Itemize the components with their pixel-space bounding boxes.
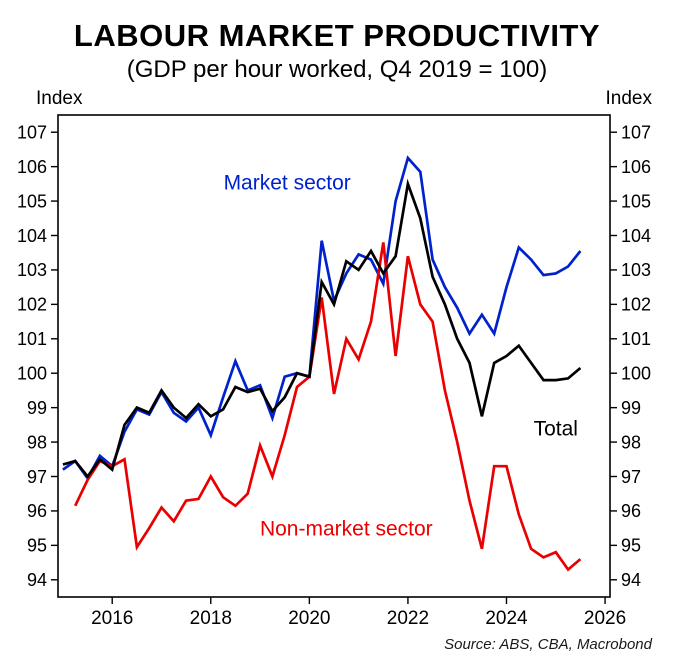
y-tick-label-left: 94 (27, 570, 47, 590)
y-tick-label-left: 96 (27, 501, 47, 521)
x-tick-label: 2026 (584, 608, 626, 629)
x-tick-label: 2024 (485, 608, 528, 629)
x-tick-label: 2022 (387, 608, 429, 629)
y-tick-label-right: 98 (621, 432, 641, 452)
y-tick-label-left: 99 (27, 398, 47, 418)
y-axis-unit-right: Index (605, 88, 652, 109)
y-tick-label-left: 95 (27, 536, 47, 556)
y-tick-label-right: 103 (621, 260, 651, 280)
y-tick-label-right: 95 (621, 536, 641, 556)
y-tick-label-left: 107 (17, 123, 47, 143)
series-line-non-market-sector (73, 242, 582, 572)
chart-subtitle: (GDP per hour worked, Q4 2019 = 100) (126, 56, 548, 83)
y-tick-label-right: 102 (621, 295, 651, 315)
y-axis-unit-left: Index (36, 88, 83, 109)
x-tick-label: 2018 (190, 608, 232, 629)
y-tick-label-left: 106 (17, 157, 47, 177)
x-tick-label: 2016 (91, 608, 133, 629)
y-tick-label-right: 101 (621, 329, 651, 349)
y-tick-label-right: 107 (621, 123, 651, 143)
y-tick-label-left: 101 (17, 329, 47, 349)
y-tick-label-right: 105 (621, 191, 651, 211)
series-line-total (62, 178, 582, 479)
y-tick-label-left: 97 (27, 467, 47, 487)
chart-title: LABOUR MARKET PRODUCTIVITY (73, 18, 601, 53)
source-note: Source: ABS, CBA, Macrobond (444, 636, 652, 653)
y-tick-label-left: 104 (17, 226, 47, 246)
y-tick-label-right: 104 (621, 226, 651, 246)
y-tick-label-left: 100 (17, 364, 47, 384)
x-tick-label: 2020 (288, 608, 330, 629)
y-tick-label-left: 102 (17, 295, 47, 315)
y-tick-label-right: 97 (621, 467, 641, 487)
series-label-market-sector: Market sector (224, 171, 351, 194)
y-tick-label-left: 103 (17, 260, 47, 280)
series-line-market-sector (62, 155, 582, 481)
y-tick-label-right: 106 (621, 157, 651, 177)
series-label-non-market-sector: Non-market sector (260, 517, 433, 540)
plot-frame (57, 114, 611, 598)
y-tick-label-right: 96 (621, 501, 641, 521)
y-tick-label-right: 99 (621, 398, 641, 418)
y-tick-label-left: 98 (27, 432, 47, 452)
series-label-total: Total (534, 418, 578, 441)
y-tick-label-right: 100 (621, 364, 651, 384)
y-tick-label-left: 105 (17, 191, 47, 211)
y-tick-label-right: 94 (621, 570, 641, 590)
